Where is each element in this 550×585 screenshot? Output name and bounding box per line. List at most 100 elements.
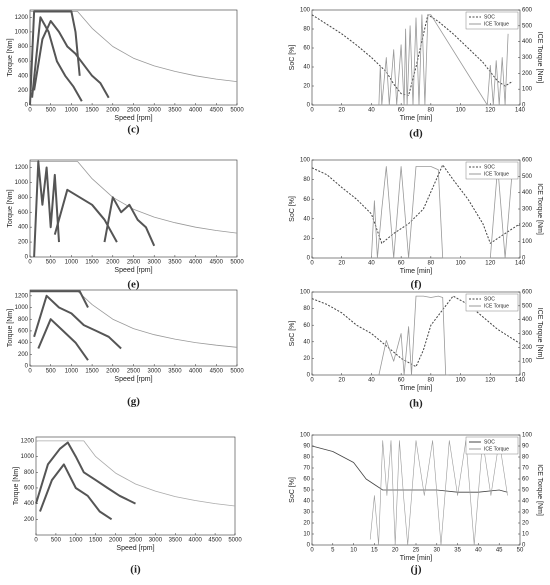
y-tick-label: 200 bbox=[18, 352, 29, 358]
x-tick-label: 500 bbox=[46, 260, 57, 266]
y-tick-label: 60 bbox=[303, 197, 310, 203]
y-tick-label: 600 bbox=[18, 210, 29, 216]
x-tick-label: 35 bbox=[454, 548, 461, 554]
legend-label: ICE Torque bbox=[484, 303, 509, 309]
x-tick-label: 3500 bbox=[168, 108, 182, 114]
series-line bbox=[29, 10, 81, 106]
x-tick-label: 100 bbox=[456, 378, 467, 384]
y-tick-label: 100 bbox=[300, 290, 311, 296]
x-tick-label: 80 bbox=[428, 378, 435, 384]
x-tick-label: 3500 bbox=[168, 369, 182, 375]
y-axis-label: SoC [%] bbox=[289, 196, 296, 222]
y-tick-label: 50 bbox=[303, 488, 310, 494]
y2-tick-label: 100 bbox=[522, 239, 533, 245]
y-tick-label: 80 bbox=[303, 306, 310, 312]
x-tick-label: 4500 bbox=[210, 108, 224, 114]
x-tick-label: 100 bbox=[456, 108, 467, 114]
y2-tick-label: 0 bbox=[522, 543, 526, 549]
series-line bbox=[35, 441, 136, 505]
y-axis-label: Torque [Nm] bbox=[13, 467, 20, 505]
y-tick-label: 80 bbox=[303, 177, 310, 183]
x-tick-label: 1500 bbox=[89, 538, 103, 544]
y-axis-label: SoC [%] bbox=[289, 45, 296, 71]
y2-tick-label: 400 bbox=[522, 317, 533, 323]
plot-frame bbox=[29, 9, 238, 106]
y-tick-label: 20 bbox=[303, 356, 310, 362]
y2-tick-label: 400 bbox=[522, 190, 533, 196]
y2-tick-label: 40 bbox=[522, 499, 529, 505]
x-tick-label: 30 bbox=[433, 548, 440, 554]
y-tick-label: 400 bbox=[18, 225, 29, 231]
y-tick-label: 800 bbox=[18, 44, 29, 50]
x-tick-label: 45 bbox=[496, 548, 503, 554]
y-axis-label: Torque [Nm] bbox=[7, 309, 14, 347]
x-axis-label: Time [min] bbox=[400, 385, 432, 392]
y-tick-label: 40 bbox=[303, 216, 310, 222]
y2-tick-label: 100 bbox=[522, 87, 533, 93]
series-line bbox=[311, 164, 521, 244]
y-tick-label: 600 bbox=[24, 486, 35, 492]
y-tick-label: 400 bbox=[24, 501, 35, 507]
series-line bbox=[378, 295, 449, 376]
x-tick-label: 25 bbox=[413, 548, 420, 554]
y-tick-label: 0 bbox=[307, 256, 311, 262]
x-tick-label: 5000 bbox=[230, 108, 244, 114]
x-tick-label: 3500 bbox=[168, 260, 182, 266]
y-tick-label: 100 bbox=[300, 158, 311, 164]
x-tick-label: 40 bbox=[475, 548, 482, 554]
series-line bbox=[37, 318, 89, 361]
x-tick-label: 3500 bbox=[169, 538, 183, 544]
x-axis-label: Time [min] bbox=[400, 555, 432, 562]
x-tick-label: 500 bbox=[51, 538, 62, 544]
y-tick-label: 40 bbox=[303, 339, 310, 345]
y2-tick-label: 300 bbox=[522, 331, 533, 337]
y-tick-label: 80 bbox=[303, 27, 310, 33]
y2-tick-label: 400 bbox=[522, 39, 533, 45]
y-tick-label: 600 bbox=[18, 329, 29, 335]
x-tick-label: 40 bbox=[368, 108, 375, 114]
legend-label: ICE Torque bbox=[484, 446, 509, 452]
x-tick-label: 100 bbox=[456, 261, 467, 267]
y-tick-label: 800 bbox=[18, 317, 29, 323]
x-tick-label: 2500 bbox=[127, 260, 141, 266]
x-tick-label: 80 bbox=[428, 261, 435, 267]
legend-box bbox=[465, 436, 519, 455]
series-line bbox=[30, 11, 238, 82]
x-tick-label: 4000 bbox=[189, 108, 203, 114]
x-tick-label: 500 bbox=[46, 108, 57, 114]
y2-tick-label: 600 bbox=[522, 290, 533, 296]
panel: 0 20 40 60 80 100 120 1400204060801000100200300… bbox=[289, 290, 543, 410]
y2-tick-label: 10 bbox=[522, 532, 529, 538]
legend-label: SOC bbox=[484, 296, 495, 302]
x-tick-label: 60 bbox=[398, 378, 405, 384]
series-line bbox=[33, 160, 60, 258]
y2-axis-label: ICE Torque [Nm] bbox=[536, 464, 543, 516]
x-tick-label: 4000 bbox=[189, 260, 203, 266]
y-tick-label: 0 bbox=[307, 103, 311, 109]
series-line bbox=[378, 14, 509, 106]
y2-axis-label: ICE Torque [Nm] bbox=[536, 308, 543, 360]
panel: 0 20 40 60 80 100 120 1400204060801000100200300… bbox=[289, 158, 543, 291]
plot-frame bbox=[35, 436, 236, 536]
y2-tick-label: 50 bbox=[522, 488, 529, 494]
x-tick-label: 140 bbox=[515, 378, 526, 384]
x-tick-label: 3000 bbox=[149, 538, 163, 544]
x-tick-label: 1500 bbox=[85, 369, 99, 375]
x-tick-label: 120 bbox=[485, 378, 496, 384]
legend-label: SOC bbox=[484, 439, 495, 445]
x-axis-label: Speed [rpm] bbox=[114, 115, 152, 122]
y-tick-label: 0 bbox=[307, 543, 311, 549]
y-tick-label: 60 bbox=[303, 477, 310, 483]
panel-label: (c) bbox=[127, 124, 140, 136]
y-tick-label: 1200 bbox=[21, 438, 35, 444]
x-tick-label: 1000 bbox=[65, 369, 79, 375]
y-tick-label: 600 bbox=[18, 59, 29, 65]
panel-label: (f) bbox=[411, 279, 422, 291]
y-tick-label: 30 bbox=[303, 510, 310, 516]
y2-tick-label: 70 bbox=[522, 466, 529, 472]
y-tick-label: 60 bbox=[303, 46, 310, 52]
x-tick-label: 0 bbox=[310, 378, 314, 384]
y2-tick-label: 600 bbox=[522, 8, 533, 14]
y-tick-label: 1000 bbox=[21, 454, 35, 460]
y2-tick-label: 0 bbox=[522, 103, 526, 109]
